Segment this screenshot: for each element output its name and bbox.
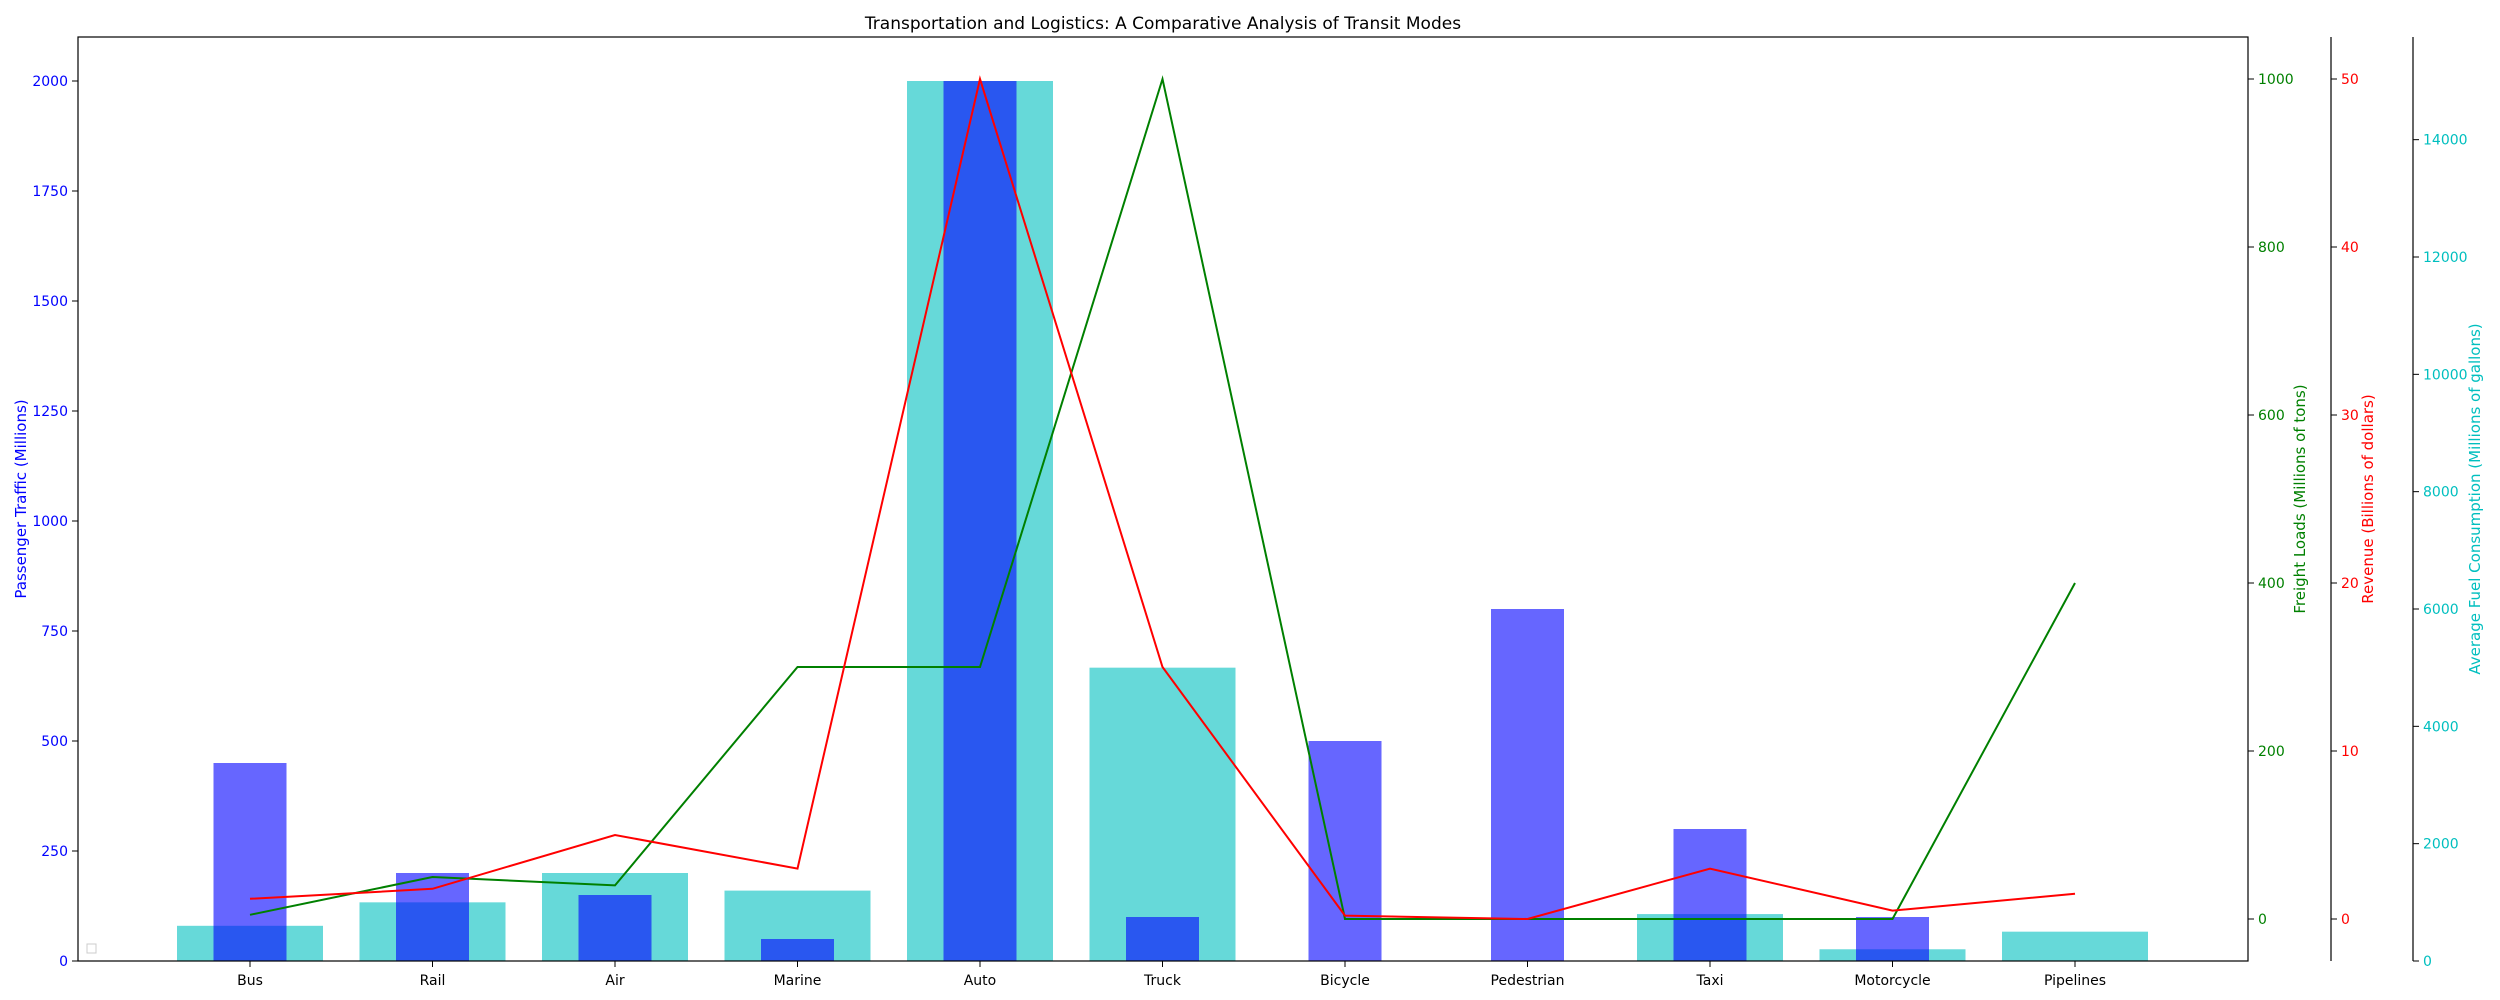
y4-tick-label: 8000 (2423, 485, 2459, 501)
passenger-bar-taxi (1673, 829, 1747, 961)
x-tick-label-marine: Marine (774, 973, 822, 989)
y1-tick-label: 250 (41, 844, 68, 860)
passenger-bars (213, 81, 1929, 961)
passenger-bar-bicycle (1308, 741, 1382, 961)
y2-tick-label: 600 (2258, 408, 2285, 424)
y4-tick-label: 12000 (2423, 250, 2468, 266)
fuel-bar-pipelines (2002, 931, 2148, 961)
x-tick-label-taxi: Taxi (1696, 973, 1724, 989)
y1-tick-label: 1750 (32, 184, 68, 200)
x-tick-label-rail: Rail (420, 973, 446, 989)
y4-tick-label: 4000 (2423, 719, 2459, 735)
y4-tick-label: 0 (2423, 954, 2432, 970)
passenger-bar-air (578, 895, 652, 961)
x-tick-label-air: Air (605, 973, 624, 989)
fuel-bar-truck (1089, 667, 1236, 961)
y3-tick-label: 40 (2341, 240, 2359, 256)
x-tick-label-auto: Auto (964, 973, 997, 989)
x-tick-label-bus: Bus (237, 973, 263, 989)
x-tick-label-pipelines: Pipelines (2044, 973, 2106, 989)
passenger-bar-rail (396, 873, 469, 961)
x-tick-label-truck: Truck (1143, 973, 1182, 989)
y1-tick-label: 500 (41, 734, 68, 750)
fuel-bars (177, 81, 2148, 961)
passenger-bar-marine (761, 939, 834, 961)
y3-tick-label: 0 (2341, 912, 2350, 928)
passenger-bar-pedestrian (1491, 609, 1564, 961)
y3-tick-label: 30 (2341, 408, 2359, 424)
y3-tick-label: 50 (2341, 72, 2359, 88)
series-lines (249, 75, 2076, 921)
passenger-bar-truck (1126, 917, 1199, 961)
y2-tick-label: 1000 (2258, 72, 2294, 88)
freight-loads-line (249, 75, 2076, 920)
y3-axis-label: Revenue (Billions of dollars) (2359, 394, 2377, 603)
revenue-line (249, 75, 2076, 921)
legend-box (86, 943, 97, 954)
x-tick-label-pedestrian: Pedestrian (1491, 973, 1565, 989)
y1-tick-label: 1000 (32, 514, 68, 530)
y2-tick-label: 400 (2258, 576, 2285, 592)
passenger-bar-auto (943, 81, 1017, 961)
y1-tick-label: 0 (59, 954, 68, 970)
passenger-bar-motorcycle (1856, 917, 1929, 961)
y1-tick-label: 750 (41, 624, 68, 640)
y2-axis-label: Freight Loads (Millions of tons) (2291, 384, 2309, 613)
y3-tick-label: 10 (2341, 744, 2359, 760)
y4-tick-label: 6000 (2423, 602, 2459, 618)
y1-tick-label: 1250 (32, 404, 68, 420)
y2-tick-label: 800 (2258, 240, 2285, 256)
axes: Bus Rail Air Marine Auto Truck Bicycle Pedestri… (12, 37, 2484, 989)
y1-tick-label: 1500 (32, 294, 68, 310)
y2-tick-label: 200 (2258, 744, 2285, 760)
y2-tick-label: 0 (2258, 912, 2267, 928)
passenger-bar-bus (213, 763, 287, 961)
y4-tick-label: 10000 (2423, 367, 2468, 383)
y4-tick-label: 14000 (2423, 133, 2468, 149)
y3-tick-label: 20 (2341, 576, 2359, 592)
y1-tick-label: 2000 (32, 74, 68, 90)
y4-tick-label: 2000 (2423, 837, 2459, 853)
y4-axis-label: Average Fuel Consumption (Millions of ga… (2466, 323, 2484, 674)
x-tick-label-bicycle: Bicycle (1320, 973, 1370, 989)
y1-axis-label: Passenger Traffic (Millions) (12, 399, 30, 598)
x-tick-label-motorcycle: Motorcycle (1854, 973, 1930, 989)
chart-title: Transportation and Logistics: A Comparat… (864, 14, 1461, 34)
